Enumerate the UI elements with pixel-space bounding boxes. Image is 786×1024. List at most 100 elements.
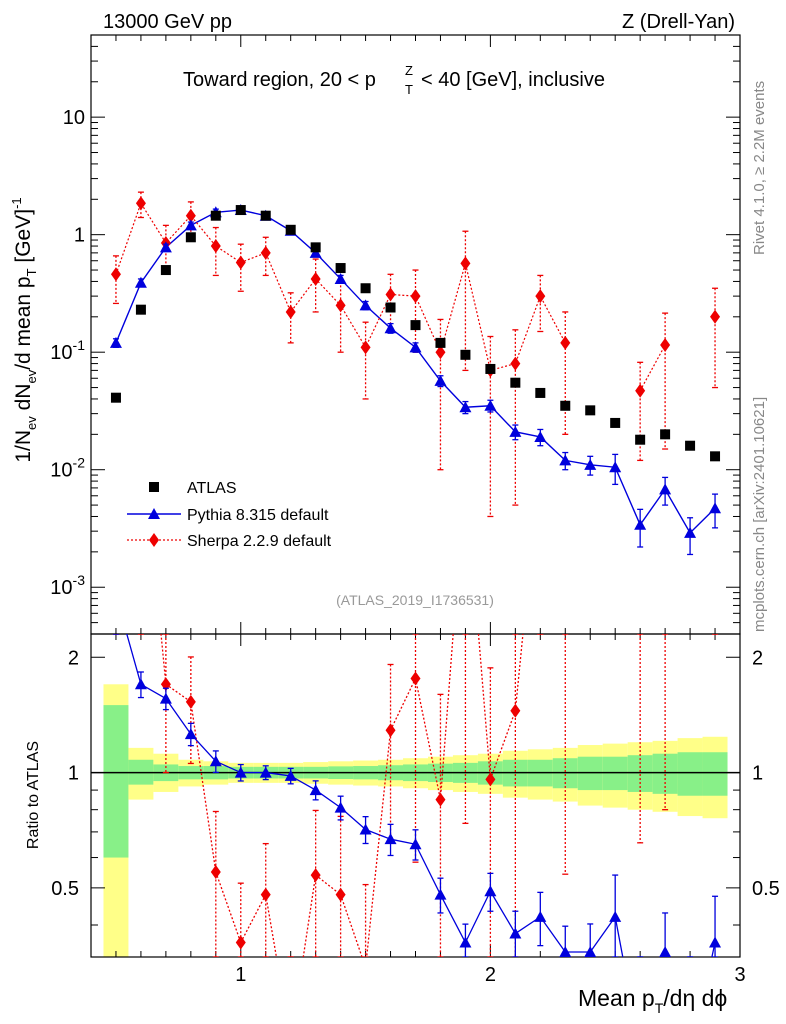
legend-marker-pythia <box>148 508 160 519</box>
y-tick-label: 10-3 <box>50 572 85 599</box>
mcplots-label: mcplots.cern.ch [arXiv:2401.10621] <box>751 397 768 632</box>
sherpa-ratio-point <box>510 703 521 718</box>
sherpa-ratio-point <box>235 935 246 950</box>
pythia-point <box>509 425 522 437</box>
sherpa-ratio-point <box>435 792 446 807</box>
inner-band <box>577 756 603 791</box>
pythia-point <box>309 246 322 258</box>
pythia-point <box>434 374 447 386</box>
sherpa-ratio-point <box>385 723 396 738</box>
ratio-y-tick-label: 2 <box>752 647 763 669</box>
atlas-point <box>385 302 396 313</box>
sherpa-ratio-line <box>160 634 524 957</box>
sherpa-point <box>360 340 371 355</box>
atlas-point <box>310 242 321 253</box>
atlas-point <box>435 337 446 348</box>
ratio-y-label: Ratio to ATLAS <box>25 741 42 849</box>
y-tick-label: 10-1 <box>50 337 85 364</box>
atlas-point <box>485 363 496 374</box>
pythia-ratio-point <box>559 946 572 957</box>
pythia-ratio-point <box>284 769 297 781</box>
sherpa-point <box>385 287 396 302</box>
sherpa-ratio-point <box>335 887 346 902</box>
x-tick-label: 3 <box>734 964 745 986</box>
svg-text:Toward region, 20 < p: Toward region, 20 < p <box>183 69 376 91</box>
atlas-point <box>410 320 421 331</box>
pythia-ratio-point <box>534 910 547 922</box>
atlas-point <box>135 304 146 315</box>
sherpa-point <box>435 345 446 360</box>
sherpa-point <box>260 245 271 260</box>
sherpa-point <box>535 289 546 304</box>
sherpa-ratio-point <box>260 887 271 902</box>
legend-label: Sherpa 2.2.9 default <box>187 533 332 550</box>
pythia-point <box>634 518 647 530</box>
sherpa-point <box>660 338 671 353</box>
atlas-point <box>460 349 471 360</box>
pythia-ratio-point <box>384 833 397 845</box>
sherpa-ratio-point <box>310 868 321 883</box>
sherpa-point <box>235 255 246 270</box>
legend-marker-sherpa <box>149 533 159 547</box>
pythia-ratio-point <box>309 784 322 796</box>
y-tick-label: 10 <box>63 107 85 129</box>
pythia-point <box>134 276 147 288</box>
pythia-ratio-point <box>409 838 422 850</box>
atlas-point <box>560 400 571 411</box>
inner-band <box>702 752 728 796</box>
pythia-ratio-point <box>659 946 672 957</box>
atlas-point <box>360 283 371 294</box>
sherpa-point <box>635 383 646 398</box>
atlas-point <box>235 205 246 216</box>
ratio-y-tick-label: 0.5 <box>51 878 79 900</box>
sherpa-point <box>710 309 721 324</box>
pythia-ratio-point <box>259 766 272 778</box>
sherpa-point <box>135 196 146 211</box>
svg-text:Z: Z <box>405 63 413 78</box>
legend-marker-atlas <box>149 482 159 492</box>
sherpa-point <box>310 271 321 286</box>
inner-band <box>677 752 703 796</box>
x-axis-label: Mean pT/dη dϕ <box>578 985 727 1016</box>
pythia-ratio-point <box>709 936 722 948</box>
atlas-point <box>585 405 596 416</box>
atlas-point <box>285 224 296 235</box>
ratio-y-tick-label: 1 <box>68 763 79 785</box>
atlas-point <box>160 265 171 276</box>
atlas-point <box>110 392 121 403</box>
pythia-ratio-point <box>584 946 597 957</box>
atlas-point <box>185 232 196 243</box>
plot-title: Toward region, 20 < p Z T < 40 [GeV], in… <box>183 63 605 97</box>
sherpa-point <box>210 239 221 254</box>
pythia-ratio-point <box>159 692 172 704</box>
sherpa-point <box>560 335 571 350</box>
pythia-point <box>534 430 547 442</box>
x-tick-label: 1 <box>235 964 246 986</box>
atlas-point <box>335 263 346 274</box>
pythia-point <box>359 299 372 311</box>
sherpa-point <box>185 208 196 223</box>
pythia-ratio-point <box>459 936 472 948</box>
legend-label: Pythia 8.315 default <box>187 507 329 524</box>
y-axis-label: 1/Nev dNev/d mean pT [GeV]-1 <box>9 197 39 462</box>
atlas-point <box>685 440 696 451</box>
pythia-point <box>709 502 722 514</box>
ratio-series-group <box>112 634 722 957</box>
ratio-y-tick-label: 1 <box>752 763 763 785</box>
pythia-ratio-point <box>184 728 197 740</box>
pythia-point <box>409 341 422 353</box>
inner-band <box>602 756 628 791</box>
pythia-point <box>459 401 472 413</box>
pythia-point <box>334 272 347 284</box>
sherpa-point <box>110 267 121 282</box>
pythia-point <box>559 454 572 466</box>
atlas-point <box>610 417 621 428</box>
atlas-point <box>635 434 646 445</box>
atlas-point <box>510 377 521 388</box>
pythia-point <box>684 526 697 538</box>
pythia-ratio-point <box>484 885 497 897</box>
atlas-point <box>210 210 221 221</box>
pythia-ratio-point <box>609 910 622 922</box>
sherpa-point <box>285 304 296 319</box>
